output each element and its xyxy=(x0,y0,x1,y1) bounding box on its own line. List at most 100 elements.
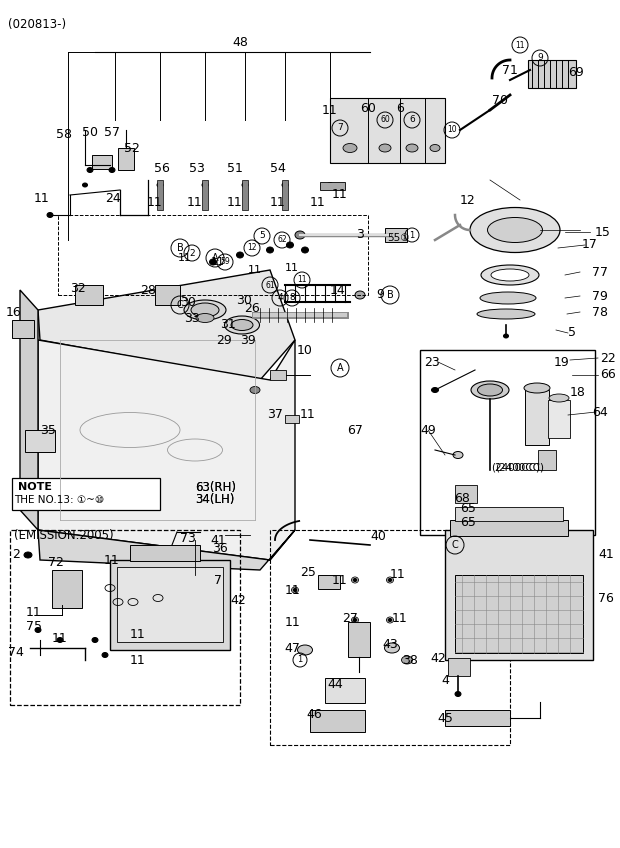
Bar xyxy=(155,285,180,305)
Text: 55①: 55① xyxy=(387,233,409,243)
Text: 11: 11 xyxy=(270,196,286,209)
Polygon shape xyxy=(38,530,295,570)
Text: 52: 52 xyxy=(124,142,140,154)
Text: 12: 12 xyxy=(247,243,257,253)
Text: 75: 75 xyxy=(26,620,42,633)
Polygon shape xyxy=(20,290,38,530)
Bar xyxy=(92,155,112,169)
Text: 42: 42 xyxy=(430,651,446,665)
Text: 72: 72 xyxy=(48,555,64,568)
Text: NOTE: NOTE xyxy=(18,482,52,492)
Text: 4: 4 xyxy=(441,673,449,687)
Ellipse shape xyxy=(432,388,438,393)
Text: 60: 60 xyxy=(360,102,376,114)
Text: 3: 3 xyxy=(356,228,364,242)
Text: 9: 9 xyxy=(537,53,543,63)
Text: 66: 66 xyxy=(600,369,616,382)
Text: 11: 11 xyxy=(285,583,301,596)
Ellipse shape xyxy=(191,303,219,317)
Ellipse shape xyxy=(455,691,461,696)
Ellipse shape xyxy=(47,213,53,217)
Bar xyxy=(25,430,55,452)
Text: 18: 18 xyxy=(570,386,586,399)
Text: 34(LH): 34(LH) xyxy=(195,494,234,506)
Ellipse shape xyxy=(491,269,529,281)
Ellipse shape xyxy=(87,168,93,172)
Ellipse shape xyxy=(353,578,357,582)
Text: 11: 11 xyxy=(390,568,406,582)
Text: 11: 11 xyxy=(332,188,348,202)
Text: 50: 50 xyxy=(82,126,98,138)
Text: 37: 37 xyxy=(267,409,283,421)
Text: 59: 59 xyxy=(220,258,230,266)
Text: 73: 73 xyxy=(180,532,196,544)
Bar xyxy=(12,478,160,510)
Text: 11: 11 xyxy=(515,41,525,49)
Bar xyxy=(455,485,477,503)
Ellipse shape xyxy=(57,638,63,643)
Text: 63(RH): 63(RH) xyxy=(195,481,236,494)
Text: 46: 46 xyxy=(306,707,322,721)
Text: 11: 11 xyxy=(104,554,120,566)
Ellipse shape xyxy=(388,578,392,582)
Ellipse shape xyxy=(82,183,87,187)
Text: 47: 47 xyxy=(284,641,300,655)
Ellipse shape xyxy=(487,217,542,243)
Text: 10: 10 xyxy=(297,343,313,356)
Bar xyxy=(52,570,82,608)
Text: THE NO.13: ①~⑩: THE NO.13: ①~⑩ xyxy=(14,495,104,505)
Text: 67: 67 xyxy=(347,423,363,437)
Text: 24: 24 xyxy=(105,192,121,204)
Text: 65: 65 xyxy=(460,501,476,515)
Ellipse shape xyxy=(196,314,214,322)
Bar xyxy=(12,320,34,338)
Text: 74: 74 xyxy=(8,645,24,659)
Text: 6: 6 xyxy=(396,102,404,114)
Ellipse shape xyxy=(470,208,560,253)
Text: 16: 16 xyxy=(6,305,22,319)
Text: A: A xyxy=(337,363,343,373)
Bar xyxy=(525,390,549,445)
Ellipse shape xyxy=(224,316,260,334)
Text: 32: 32 xyxy=(70,282,86,294)
Ellipse shape xyxy=(453,451,463,459)
Bar xyxy=(10,530,240,705)
Text: 15: 15 xyxy=(595,226,611,238)
Text: 22: 22 xyxy=(600,352,616,365)
Ellipse shape xyxy=(184,300,226,320)
Text: 11: 11 xyxy=(26,605,42,618)
Text: 51: 51 xyxy=(227,161,243,175)
Bar xyxy=(157,180,163,210)
Bar xyxy=(310,710,365,732)
Text: 11: 11 xyxy=(332,573,348,587)
Bar xyxy=(385,228,407,242)
Ellipse shape xyxy=(388,618,392,622)
Text: (2400CC): (2400CC) xyxy=(492,463,541,473)
Bar xyxy=(538,450,556,470)
Text: 2: 2 xyxy=(189,248,195,258)
Ellipse shape xyxy=(286,242,293,248)
Ellipse shape xyxy=(477,309,535,319)
Text: 11: 11 xyxy=(285,616,301,628)
Bar xyxy=(320,182,345,190)
Text: 11: 11 xyxy=(52,632,68,644)
Text: B: B xyxy=(177,243,184,253)
Ellipse shape xyxy=(327,182,333,187)
Text: 31: 31 xyxy=(220,319,236,332)
Bar xyxy=(202,180,208,210)
Text: 40: 40 xyxy=(370,531,386,544)
Text: 69: 69 xyxy=(568,65,584,79)
Bar xyxy=(450,520,568,536)
Ellipse shape xyxy=(109,168,115,172)
Bar xyxy=(348,622,370,657)
Ellipse shape xyxy=(298,645,312,655)
Text: 42: 42 xyxy=(230,594,246,606)
Text: (EMISSION.2005): (EMISSION.2005) xyxy=(14,528,113,542)
Ellipse shape xyxy=(379,144,391,152)
Ellipse shape xyxy=(35,628,41,633)
Ellipse shape xyxy=(471,381,509,399)
Ellipse shape xyxy=(353,618,357,622)
Text: 23: 23 xyxy=(424,355,440,369)
Text: 63(RH): 63(RH) xyxy=(195,481,236,494)
Text: C: C xyxy=(177,300,184,310)
